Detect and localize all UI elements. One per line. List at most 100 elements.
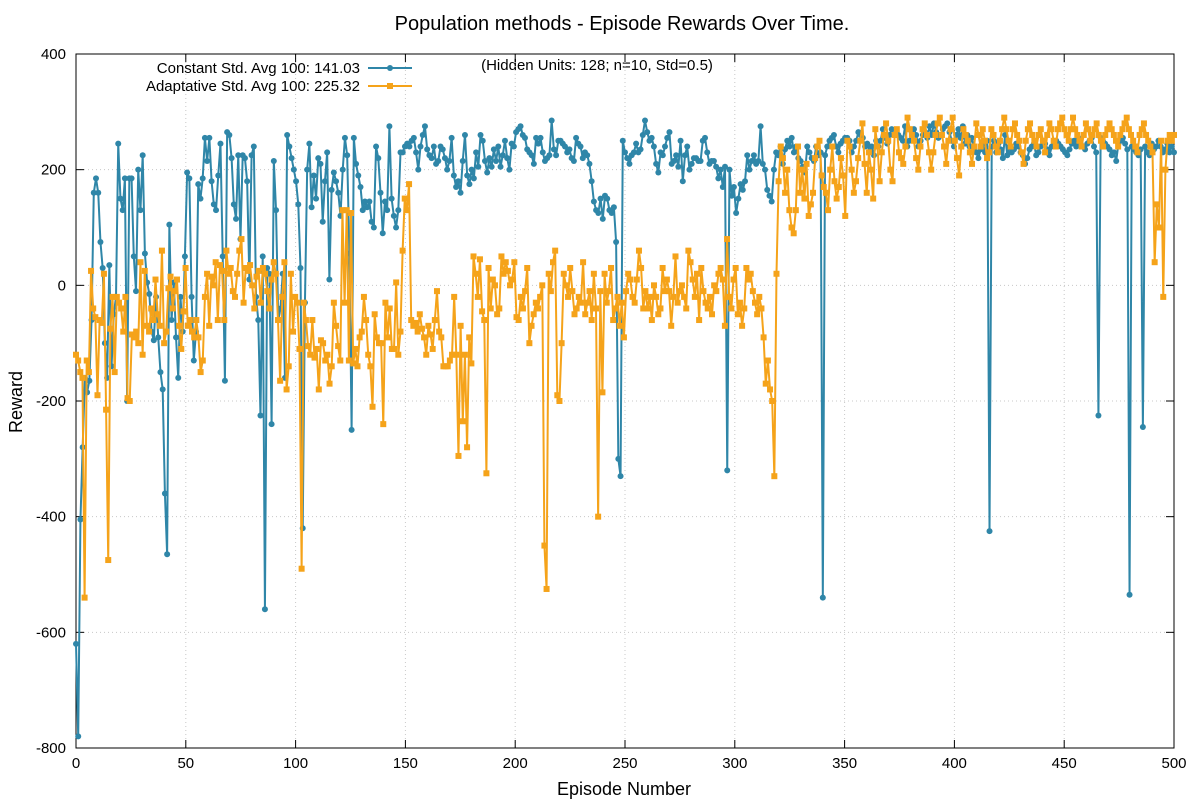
data-point [490, 146, 497, 153]
data-point [307, 351, 314, 358]
data-point [945, 137, 952, 144]
data-point [330, 169, 337, 176]
data-point [115, 140, 122, 147]
data-point [864, 140, 871, 147]
data-point [1089, 131, 1096, 138]
data-point [696, 317, 703, 324]
data-point [1048, 126, 1055, 133]
data-point [373, 143, 380, 150]
data-point [257, 412, 264, 419]
data-point [633, 276, 640, 283]
data-point [676, 288, 683, 295]
data-point [803, 160, 810, 167]
data-point [247, 262, 254, 269]
data-point [221, 317, 228, 324]
data-point [973, 120, 980, 127]
data-point [1035, 149, 1042, 156]
data-point [285, 363, 292, 370]
data-point [350, 360, 357, 367]
data-point [766, 192, 773, 199]
data-point [73, 640, 79, 647]
data-point [932, 131, 939, 138]
data-point [1027, 120, 1034, 127]
data-point [158, 247, 165, 254]
data-point [430, 143, 437, 150]
data-point [487, 305, 494, 312]
data-point [378, 340, 385, 347]
data-point [281, 259, 288, 266]
data-point [629, 293, 636, 300]
data-point [92, 314, 99, 321]
data-point [973, 149, 980, 156]
data-point [1073, 143, 1080, 150]
data-point [1004, 152, 1011, 159]
data-point [700, 288, 707, 295]
data-point [1166, 149, 1173, 156]
data-point [827, 166, 834, 173]
data-point [379, 230, 386, 237]
data-point [210, 201, 217, 208]
data-point [715, 270, 722, 277]
data-point [588, 178, 595, 185]
data-point [1153, 143, 1160, 150]
data-point [233, 215, 240, 222]
data-point [661, 288, 668, 295]
data-point [433, 288, 440, 295]
data-point [238, 236, 245, 243]
data-point [595, 513, 602, 520]
data-point [453, 351, 460, 358]
data-point [969, 160, 976, 167]
data-point [758, 305, 765, 312]
data-point [627, 276, 634, 283]
data-point [659, 264, 666, 271]
data-point [553, 152, 560, 159]
data-point [386, 123, 393, 130]
data-point [953, 155, 960, 162]
data-point [550, 146, 557, 153]
data-point [255, 317, 262, 324]
data-point [1061, 126, 1068, 133]
data-point [889, 178, 896, 185]
data-point [605, 288, 612, 295]
data-point [996, 137, 1003, 144]
data-point [1151, 259, 1158, 266]
data-point [745, 276, 752, 283]
legend-marker [387, 83, 393, 89]
data-point [528, 152, 535, 159]
data-point [171, 288, 178, 295]
data-point [88, 267, 95, 274]
data-point [887, 166, 894, 173]
data-point [446, 357, 453, 364]
data-point [150, 317, 157, 324]
data-point [189, 328, 196, 335]
data-point [1160, 293, 1167, 300]
data-point [483, 470, 490, 477]
data-point [768, 198, 775, 205]
data-point [277, 377, 284, 384]
data-point [350, 134, 357, 141]
data-point [1059, 114, 1066, 121]
x-tick-label: 50 [177, 755, 194, 772]
data-point [608, 264, 615, 271]
data-point [635, 247, 642, 254]
data-point [1149, 149, 1156, 156]
data-point [666, 129, 673, 136]
data-point [1147, 143, 1154, 150]
data-point [590, 270, 597, 277]
data-point [900, 160, 907, 167]
data-point [638, 264, 645, 271]
data-point [733, 210, 740, 217]
data-point [488, 163, 495, 170]
data-point [146, 291, 153, 298]
data-point [85, 369, 92, 376]
data-point [356, 334, 363, 341]
data-point [115, 299, 122, 306]
series-1 [73, 117, 1177, 740]
data-point [105, 557, 112, 564]
data-point [468, 360, 475, 367]
data-point [406, 143, 413, 150]
data-point [93, 175, 100, 182]
data-point [728, 192, 735, 199]
data-point [829, 143, 836, 150]
data-point [1031, 137, 1038, 144]
